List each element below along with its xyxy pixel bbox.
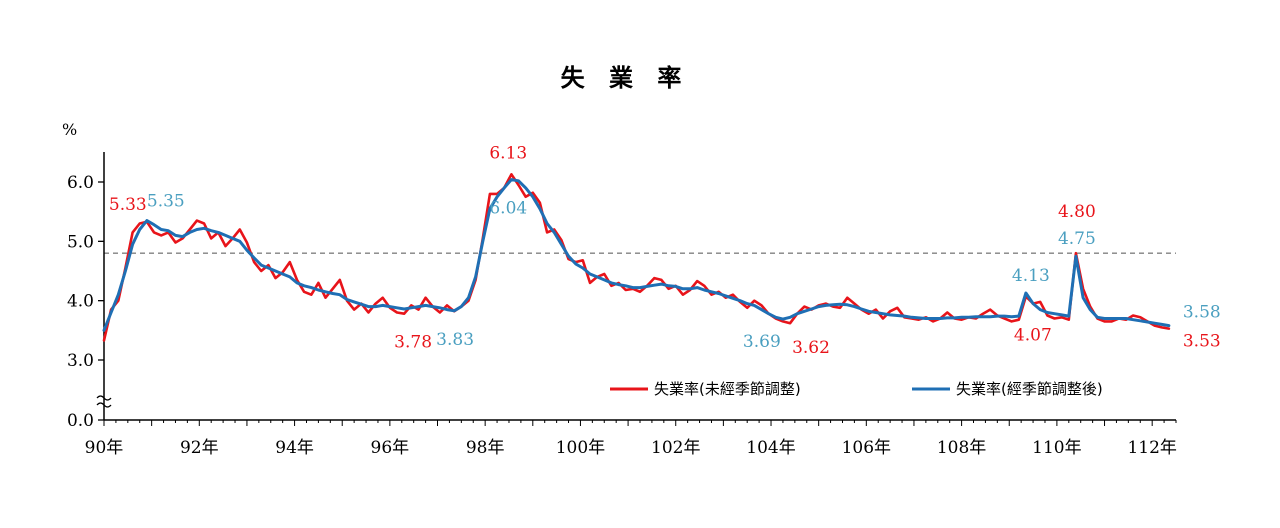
x-tick-label: 94年 [275,438,314,458]
y-tick-label: 0.0 [67,411,94,431]
x-tick-label: 112年 [1127,438,1176,458]
data-label: 6.13 [489,143,527,163]
y-tick-label: 6.0 [67,173,94,193]
legend-label: 失業率(經季節調整後) [956,380,1103,398]
x-tick-label: 110年 [1032,438,1081,458]
series-line-adjusted [102,178,1171,332]
y-tick-label: 4.0 [67,292,94,312]
x-tick-label: 98年 [466,438,505,458]
data-label: 5.35 [147,192,185,212]
y-tick-label: 5.0 [67,232,94,252]
legend-label: 失業率(未經季節調整) [654,380,801,398]
data-label: 4.75 [1058,229,1096,249]
axis-break-icon [96,395,112,408]
chart-title: 失 業 率 [560,64,690,92]
x-tick-label: 108年 [937,438,986,458]
data-label: 4.80 [1058,202,1096,222]
legend-item: 失業率(經季節調整後) [912,380,1103,398]
data-label: 4.07 [1014,326,1052,346]
data-label: 3.83 [436,330,474,350]
data-label: 3.58 [1183,303,1221,323]
y-axis-unit: % [62,120,77,139]
x-tick-label: 106年 [842,438,891,458]
data-label: 3.78 [394,333,432,353]
data-label: 3.62 [792,338,830,358]
x-tick-label: 102年 [651,438,700,458]
data-label: 5.33 [109,195,147,215]
y-tick-label: 3.0 [67,351,94,371]
data-label: 3.69 [743,332,781,352]
legend-item: 失業率(未經季節調整) [610,380,801,398]
data-label: 3.53 [1183,332,1221,352]
x-tick-label: 96年 [371,438,410,458]
data-label: 4.13 [1012,266,1050,286]
data-label: 6.04 [489,199,527,219]
x-tick-label: 90年 [85,438,124,458]
x-tick-label: 92年 [180,438,219,458]
x-tick-label: 104年 [746,438,795,458]
x-tick-label: 100年 [556,438,605,458]
